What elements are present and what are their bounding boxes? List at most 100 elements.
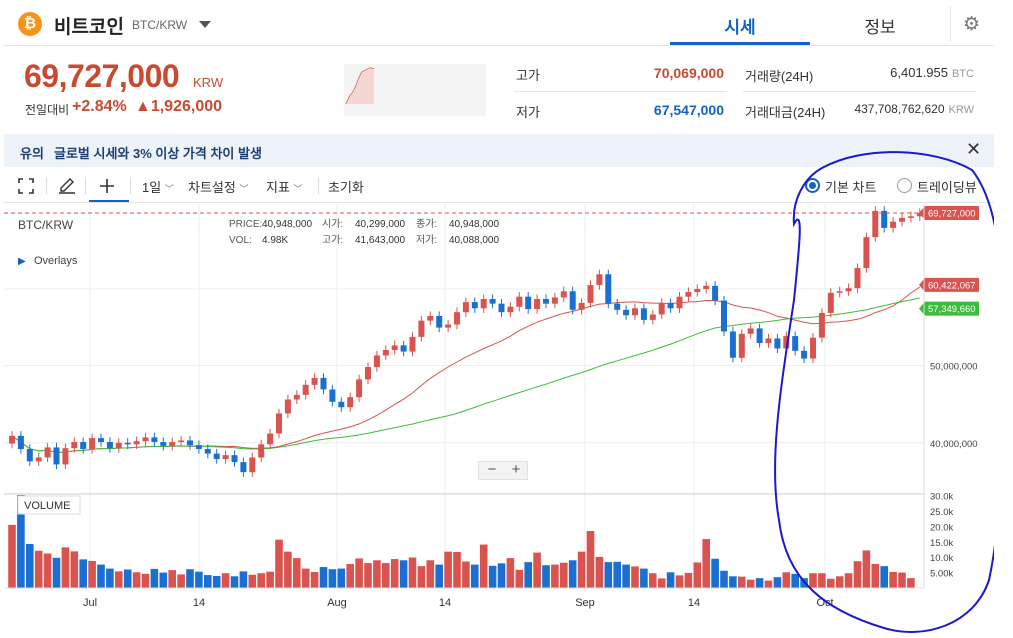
- gear-icon[interactable]: ⚙: [963, 14, 981, 35]
- candle-body: [667, 302, 674, 309]
- volume-bar: [159, 572, 168, 588]
- low-value: 67,547,000: [653, 102, 724, 118]
- volume-label: 거래량(24H): [745, 69, 814, 84]
- volume-bar: [266, 571, 274, 588]
- crosshair-icon[interactable]: [99, 178, 115, 194]
- candle-body: [560, 291, 567, 298]
- volume-bar: [293, 558, 301, 588]
- volume-bars: [8, 494, 915, 588]
- fullscreen-icon[interactable]: [18, 178, 34, 194]
- price-unit: KRW: [193, 75, 224, 90]
- basic-chart-radio[interactable]: [805, 178, 820, 193]
- price-chart[interactable]: 50,000,000 40,000,000 30.0k 25.0k 20.0k 15.0k…: [4, 204, 994, 618]
- interval-select[interactable]: 1일 ﹀: [142, 177, 174, 196]
- time-tick-label: 14: [688, 597, 700, 609]
- tab-info[interactable]: 정보: [864, 18, 896, 37]
- volume-tick-label: 25.0k: [930, 507, 953, 518]
- candle-body: [178, 440, 185, 443]
- candle-body: [498, 303, 505, 313]
- volume-bar: [764, 580, 773, 588]
- zoom-out-button[interactable]: −: [487, 461, 497, 478]
- volume-bar: [533, 552, 541, 588]
- bitcoin-icon: ₿: [18, 12, 42, 36]
- volume-bar: [186, 569, 194, 588]
- volume-bar: [106, 568, 114, 588]
- divider: [46, 177, 47, 194]
- volume-bar: [631, 566, 639, 588]
- volume-bar: [800, 578, 808, 588]
- tradingview-label[interactable]: 트레이딩뷰: [917, 180, 977, 195]
- volume-bar: [364, 563, 372, 588]
- trading-panel: ₿ 비트코인 BTC/KRW 시세 정보 ⚙ 69,727,000 KRW 전일…: [4, 0, 994, 638]
- time-tick-label: Jul: [83, 597, 97, 609]
- change-label: 전일대비: [25, 103, 70, 117]
- candle-body: [160, 442, 167, 446]
- candle-body: [818, 312, 825, 338]
- volume-bar: [898, 572, 906, 588]
- indicators-menu[interactable]: 지표 ﹀: [266, 177, 303, 196]
- candle-body: [356, 379, 363, 398]
- volume-bar: [141, 573, 150, 588]
- volume-bar: [488, 565, 497, 588]
- volume-bar: [115, 571, 123, 588]
- candle-body: [222, 455, 229, 460]
- chart-settings-menu[interactable]: 차트설정 ﹀: [188, 177, 248, 196]
- legend-high-label: 고가:: [322, 234, 343, 246]
- volume-bar: [613, 561, 621, 588]
- overlays-toggle-icon[interactable]: ▶: [18, 256, 26, 267]
- candle-body: [658, 302, 665, 315]
- candle-body: [792, 336, 799, 351]
- tab-price[interactable]: 시세: [724, 18, 756, 37]
- volume-bar: [221, 573, 230, 588]
- candle-body: [9, 435, 15, 444]
- overlays-toggle[interactable]: Overlays: [34, 255, 78, 267]
- candle-body: [685, 292, 692, 297]
- chevron-down-icon[interactable]: [199, 21, 211, 28]
- candle-body: [204, 448, 211, 454]
- candle-body: [169, 442, 176, 446]
- candle-body: [721, 300, 727, 332]
- amount-label: 거래대금(24H): [745, 105, 826, 120]
- candle-body: [187, 440, 193, 446]
- candle-body: [53, 447, 60, 465]
- zoom-in-button[interactable]: +: [511, 461, 521, 478]
- notice-text[interactable]: 글로벌 시세와 3% 이상 가격 차이 발생: [54, 146, 262, 161]
- candle-body: [26, 448, 33, 462]
- candle-body: [124, 442, 131, 445]
- candle-body: [836, 291, 843, 293]
- tradingview-radio[interactable]: [897, 178, 912, 193]
- candle-body: [284, 399, 291, 414]
- change-amount: ▲1,926,000: [135, 98, 223, 115]
- volume-bar: [390, 559, 399, 588]
- volume-bar: [755, 578, 764, 588]
- volume-bar: [132, 572, 141, 588]
- candle-body: [213, 453, 220, 460]
- candle-body: [551, 297, 558, 304]
- candle-body: [774, 338, 781, 349]
- candle-body: [605, 274, 612, 304]
- close-icon[interactable]: ✕: [966, 139, 982, 159]
- reset-button[interactable]: 초기화: [328, 180, 364, 195]
- coin-pair[interactable]: BTC/KRW: [132, 18, 188, 32]
- candle-body: [872, 210, 879, 238]
- legend-vol-value: 4.98K: [262, 235, 288, 246]
- candle-body: [649, 314, 656, 320]
- notice-banner: 유의 글로벌 시세와 3% 이상 가격 차이 발생 ✕: [4, 134, 994, 167]
- volume-tick-label: 30.0k: [930, 492, 953, 503]
- volume-bar: [70, 551, 79, 588]
- candle-body: [525, 296, 532, 310]
- candle-body: [71, 442, 78, 449]
- pencil-icon[interactable]: [58, 177, 76, 194]
- volume-bar: [871, 563, 880, 588]
- volume-bar: [506, 558, 515, 588]
- coin-name[interactable]: 비트코인: [54, 17, 124, 38]
- candle-body: [516, 296, 523, 307]
- volume-bar: [729, 576, 737, 588]
- price-tag-label: 60,422,067: [928, 280, 976, 291]
- basic-chart-label[interactable]: 기본 차트: [825, 180, 877, 195]
- volume-bar: [230, 576, 239, 588]
- price-tags: 69,727,000 60,422,067 57,349,660: [919, 206, 979, 316]
- volume-bar: [675, 575, 684, 588]
- volume-bar: [61, 547, 70, 588]
